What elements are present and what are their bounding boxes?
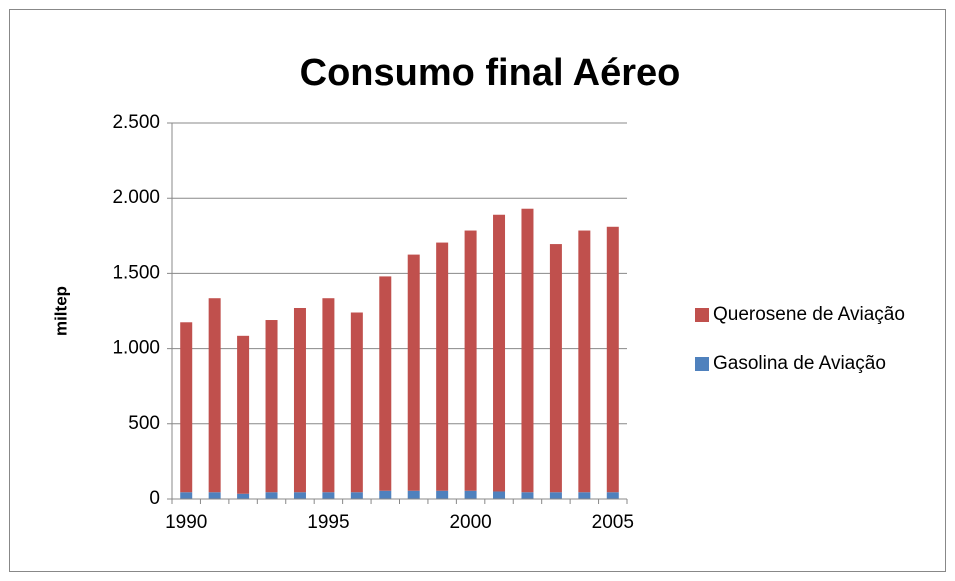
bar-segment: [322, 298, 335, 493]
chart-title: Consumo final Aéreo: [300, 52, 681, 94]
chart-frame: [9, 9, 946, 572]
y-tick-label: 2.000: [112, 187, 160, 208]
legend-label: Gasolina de Aviação: [713, 353, 886, 374]
bar-segment: [493, 491, 506, 499]
y-axis-label: miltep: [51, 286, 70, 336]
bar-segment: [237, 335, 250, 494]
y-tick-label: 1.500: [112, 262, 160, 283]
bar-segment: [407, 254, 420, 491]
bar-segment: [265, 492, 278, 499]
bar-segment: [606, 492, 619, 499]
legend-label: Querosene de Aviação: [713, 304, 905, 325]
bar-segment: [379, 490, 392, 499]
bar-segment: [322, 492, 335, 499]
bar-segment: [180, 322, 193, 493]
bar-segment: [208, 298, 221, 493]
bar-segment: [350, 492, 363, 499]
bar-segment: [464, 490, 477, 499]
y-tick-label: 500: [128, 413, 160, 434]
bar-segment: [521, 208, 534, 493]
bar-segment: [549, 244, 562, 493]
legend-swatch: [695, 357, 709, 371]
bar-segment: [549, 492, 562, 499]
bar-segment: [606, 226, 619, 493]
bar-segment: [379, 276, 392, 491]
bar-segment: [578, 230, 591, 493]
bar-segment: [208, 492, 221, 499]
bar-segment: [436, 490, 449, 499]
x-tick-label: 2005: [592, 512, 634, 533]
y-tick-label: 2.500: [112, 112, 160, 133]
x-tick-label: 2000: [449, 512, 491, 533]
bar-segment: [407, 490, 420, 499]
bar-segment: [350, 312, 363, 493]
bar-segment: [180, 492, 193, 499]
x-tick-label: 1995: [307, 512, 349, 533]
y-tick-label: 1.000: [112, 338, 160, 359]
bar-segment: [237, 493, 250, 499]
bar-segment: [464, 230, 477, 491]
bar-segment: [493, 214, 506, 492]
bar-segment: [293, 307, 306, 493]
bar-segment: [521, 492, 534, 499]
bar-segment: [578, 492, 591, 499]
x-tick-label: 1990: [165, 512, 207, 533]
y-tick-label: 0: [149, 488, 160, 509]
bar-segment: [293, 492, 306, 499]
bar-segment: [265, 320, 278, 493]
legend-swatch: [695, 308, 709, 322]
bar-segment: [436, 242, 449, 491]
